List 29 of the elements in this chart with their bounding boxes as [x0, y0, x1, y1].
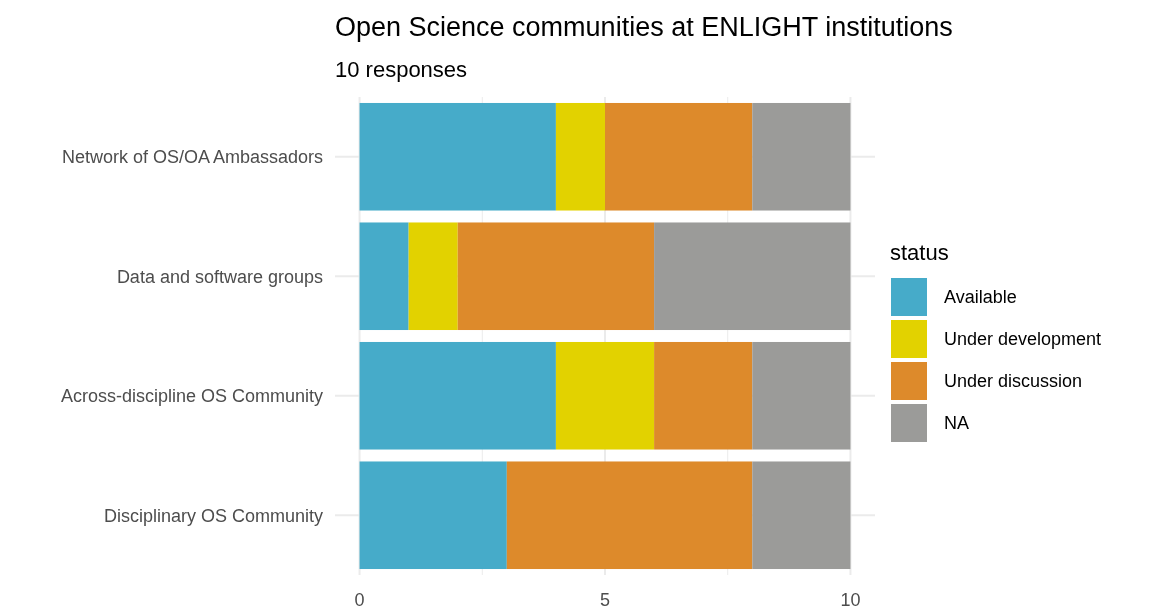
bar [359, 222, 409, 331]
bar [752, 341, 851, 450]
bar [752, 461, 851, 570]
bar [457, 222, 655, 331]
x-tick-label: 5 [599, 590, 611, 610]
x-tick-label: 0 [354, 590, 365, 610]
bar [752, 102, 851, 211]
x-tick-label: 10 [840, 590, 861, 610]
chart-title: Open Science communities at ENLIGHT institutions [335, 12, 953, 42]
legend-label: Available [944, 287, 1017, 308]
bar [654, 222, 851, 331]
bar [555, 341, 655, 450]
bar [506, 461, 753, 570]
bar [359, 102, 556, 211]
y-tick-label: Across-discipline OS Community [60, 386, 323, 407]
legend-label: NA [944, 413, 970, 434]
y-tick-label: Data and software groups [116, 266, 323, 287]
legend-label: Under development [944, 329, 1102, 350]
y-tick-label: Network of OS/OA Ambassadors [61, 147, 323, 168]
bar [359, 341, 556, 450]
bar [654, 341, 753, 450]
bar [605, 102, 753, 211]
legend-label: Under discussion [944, 371, 1083, 392]
bar [359, 461, 507, 570]
chart-subtitle: 10 responses [335, 57, 468, 82]
bar [555, 102, 605, 211]
legend-title: status [890, 240, 949, 265]
y-tick-label: Disciplinary OS Community [103, 505, 323, 526]
bar [408, 222, 458, 331]
